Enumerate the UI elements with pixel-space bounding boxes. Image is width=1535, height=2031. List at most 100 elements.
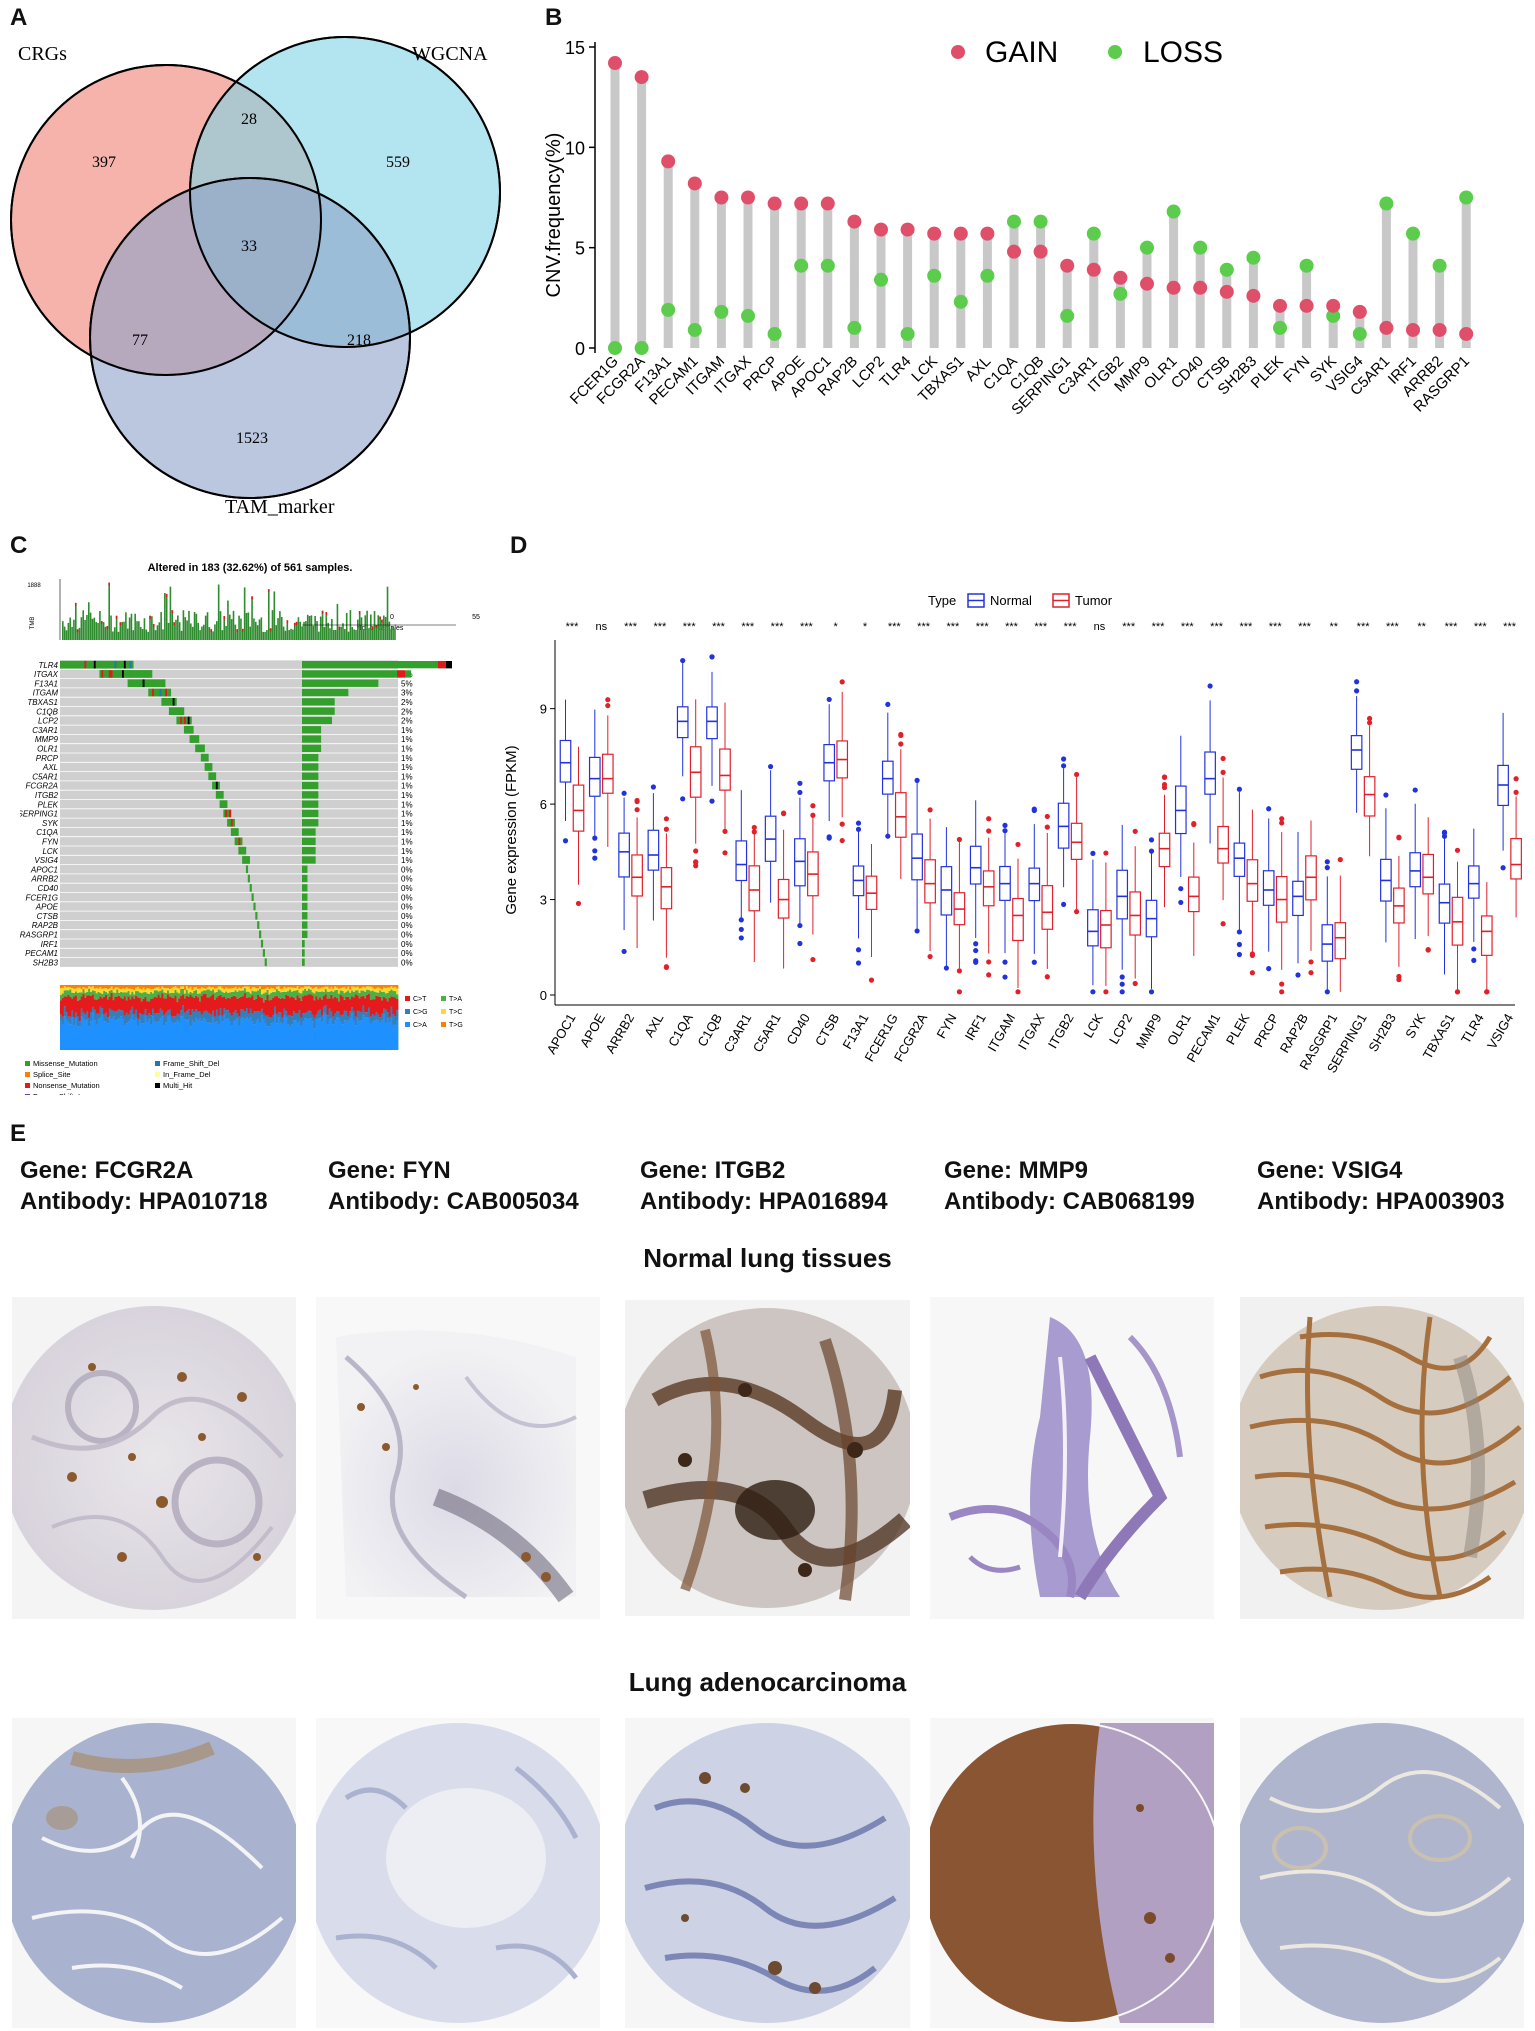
oncoplot-titv-segment (69, 989, 72, 997)
oncoplot-titv-segment (93, 985, 97, 989)
oncoplot-titv-segment (294, 990, 297, 1000)
oncoplot-titv-segment (360, 990, 363, 997)
oncoplot-mutation-cell (148, 688, 151, 697)
oncoplot-titv-segment (275, 1014, 279, 1024)
oncoplot-titv-segment (90, 986, 93, 992)
oncoplot-gene-label: PLEK (38, 800, 59, 809)
oncoplot-titv-segment (215, 1021, 219, 1050)
oncoplot-titv-segment (366, 986, 369, 990)
oncoplot-titv-segment (110, 1019, 113, 1050)
oncoplot-titv-segment (155, 985, 159, 988)
oncoplot-titv-segment (97, 991, 100, 999)
oncoplot-titv-segment (281, 991, 284, 998)
oncoplot-titv-segment (197, 1011, 200, 1021)
oncoplot-titv-segment (260, 994, 264, 998)
oncoplot-titv-segment (326, 998, 329, 1016)
oncoplot-mutation-cell (191, 725, 194, 734)
oncoplot-titv-segment (390, 989, 393, 997)
oncoplot-titv-segment (339, 990, 343, 996)
oncoplot-tmb-bar (342, 623, 344, 640)
oncoplot-gene-label: PRCP (36, 754, 59, 763)
oncoplot-mutation-cell (144, 670, 147, 678)
oncoplot-titv-segment (298, 1021, 301, 1050)
oncoplot-count-bar (302, 828, 316, 836)
oncoplot-titv-segment (112, 1000, 115, 1011)
boxplot-significance-label: ns (1094, 621, 1106, 633)
venn-diagram: CRGs WGCNA TAM_marker 397 28 559 33 77 2… (10, 36, 501, 518)
boxplot-outlier (973, 947, 979, 954)
boxplot-box (1334, 922, 1347, 960)
oncoplot-titv-segment (311, 992, 314, 996)
oncoplot-percent-label: 1% (401, 828, 413, 837)
oncoplot-mutation-cell (157, 679, 160, 688)
oncoplot-titv-segment (157, 1021, 160, 1050)
oncoplot-tmb-bar (332, 629, 335, 640)
oncoplot-tmb-bar (245, 612, 248, 640)
oncoplot-titv-segment (294, 1013, 297, 1021)
oncoplot-titv-segment (313, 993, 316, 1001)
oncoplot-titv-segment (215, 997, 219, 1010)
oncoplot-titv-segment (121, 985, 125, 989)
oncoplot-titv-segment (161, 989, 164, 994)
oncoplot-titv-segment (136, 1025, 140, 1050)
oncoplot-titv-segment (253, 1024, 256, 1050)
oncoplot-tmb-bar (191, 626, 194, 640)
oncoplot-tmb-bar (297, 617, 300, 640)
oncoplot-tmb-bar (62, 621, 64, 640)
oncoplot-mutation-cell (142, 679, 145, 688)
boxplot-outlier (680, 796, 686, 802)
boxplot-outlier (797, 940, 803, 947)
oncoplot-titv-segment (313, 987, 316, 994)
oncoplot-titv-segment (168, 993, 172, 997)
oncoplot-tmb-bar-top (100, 621, 103, 625)
oncoplot-titv-segment (311, 985, 314, 989)
oncoplot-titv-segment (386, 1018, 390, 1050)
oncoplot-titv-segment (125, 987, 128, 993)
oncoplot-titv-segment (78, 985, 82, 988)
oncoplot-tmb-bar (164, 593, 166, 640)
oncoplot-titv-segment (390, 986, 393, 990)
oncoplot-titv-segment (178, 985, 181, 989)
boxplot-outlier (781, 810, 787, 816)
oncoplot-mutation-cell (152, 688, 155, 697)
oncoplot-titv-segment (146, 1015, 149, 1023)
oncoplot-titv-segment (219, 990, 222, 995)
oncoplot-titv-segment (76, 1016, 80, 1027)
oncoplot-mutation-cell (210, 772, 213, 781)
oncoplot-titv-segment (138, 1020, 142, 1050)
oncoplot-titv-segment (138, 988, 142, 993)
oncoplot-tmb-bar (136, 621, 138, 640)
oncoplot-tmb-bar-top (223, 616, 226, 620)
boxplot-outlier (1279, 816, 1285, 822)
oncoplot-titv-segment (330, 994, 333, 1012)
oncoplot-count-bar (302, 809, 319, 818)
boxplot-significance-label: *** (712, 621, 726, 633)
oncoplot-titv-segment (133, 989, 136, 995)
boxplot-box (794, 838, 806, 887)
oncoplot-mutation-cell (172, 698, 175, 706)
oncoplot-titv-segment (178, 998, 181, 1015)
oncoplot-tmb-bar (260, 617, 263, 640)
oncoplot-titv-segment (61, 985, 65, 988)
oncoplot-titv-segment (266, 1015, 269, 1027)
oncoplot-titv-segment (236, 1018, 239, 1050)
oncoplot-titv-segment (249, 993, 252, 998)
cnv-gain-point (1273, 298, 1287, 313)
oncoplot-mutation-cell (106, 660, 110, 669)
oncoplot-tmb-bar (123, 621, 125, 640)
oncoplot-tmb-bar (227, 600, 229, 640)
oncoplot-titv-segment (180, 986, 183, 989)
oncoplot-titv-segment (362, 1005, 365, 1016)
oncoplot-titv-segment (120, 1010, 123, 1017)
oncoplot-mutation-cell (127, 660, 130, 669)
oncoplot-samples-tick-0: 0 (390, 614, 394, 621)
oncoplot-titv-segment (193, 1011, 196, 1023)
oncoplot-tmb-bar (370, 614, 372, 640)
oncoplot-tmb-bar (204, 615, 207, 640)
oncoplot-titv-segment (95, 993, 98, 1000)
oncoplot-titv-segment (210, 996, 213, 1015)
oncoplot-titv-segment (127, 1014, 130, 1022)
oncoplot-tmb-bar (195, 613, 198, 640)
oncoplot-titv-segment (364, 985, 367, 988)
boxplot-significance-label: *** (1181, 621, 1195, 633)
